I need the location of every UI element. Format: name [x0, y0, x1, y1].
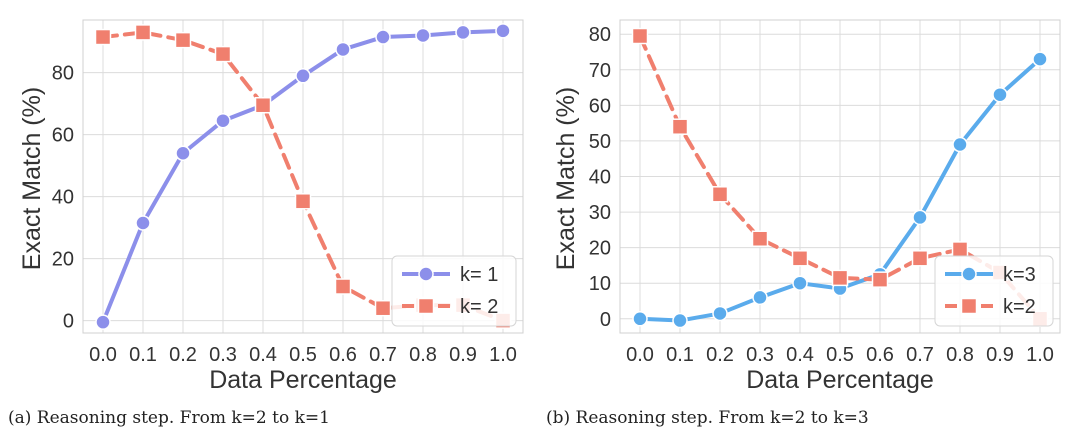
legend-label: k= 1: [460, 264, 498, 286]
x-tick-label: 0.0: [89, 344, 117, 366]
chart-b: 0.0 0.1 0.2 0.3 0.4 0.5 0.6 0.7 0.8 0.9 1.0 0 10 20 30…: [552, 19, 1061, 394]
data-point: [174, 31, 192, 49]
data-point: [214, 45, 232, 63]
caption-a: (a) Reasoning step. From k=2 to k=1: [8, 408, 330, 428]
y-tick-label: 80: [589, 24, 611, 46]
data-point: [415, 27, 431, 44]
data-point: [791, 250, 809, 267]
plot-frame: [82, 19, 524, 334]
legend: k= 1 k= 2: [391, 255, 517, 327]
data-point: [671, 118, 689, 135]
y-tick-label: 40: [52, 187, 74, 209]
legend-label: k=2: [1003, 296, 1036, 318]
data-point: [374, 299, 392, 317]
data-point: [334, 278, 352, 295]
data-point: [831, 269, 849, 287]
x-tick-label: 1.0: [489, 344, 517, 366]
y-tick-label: 0: [63, 311, 74, 333]
y-tick-label: 10: [589, 273, 611, 295]
data-point: [871, 271, 889, 288]
data-point: [375, 29, 391, 45]
x-tick-label: 0.7: [369, 344, 397, 366]
data-point: [254, 96, 272, 114]
y-tick-label: 20: [52, 249, 74, 271]
plot-frame: [619, 19, 1061, 334]
x-tick-label: 0.9: [986, 344, 1014, 366]
chart-a: 0.0 0.1 0.2 0.3 0.4 0.5 0.6 0.7 0.8 0.9 1.0 0 20 40 60…: [18, 19, 524, 394]
data-point: [992, 86, 1008, 103]
data-point: [911, 250, 929, 267]
x-tick-label: 0.0: [626, 344, 654, 366]
data-point: [455, 24, 471, 41]
legend-marker: [417, 297, 435, 315]
x-tick-label: 0.9: [449, 344, 477, 366]
legend-marker: [418, 266, 434, 282]
legend: k=3k=2: [934, 255, 1054, 327]
data-point: [912, 209, 928, 226]
x-axis-label: Data Percentage: [209, 366, 397, 394]
y-tick-label: 80: [52, 63, 74, 85]
x-tick-label: 0.2: [169, 344, 197, 366]
data-point: [711, 186, 729, 203]
x-tick-label: 0.7: [906, 344, 934, 366]
caption-b: (b) Reasoning step. From k=2 to k=3: [546, 408, 869, 428]
x-tick-label: 0.4: [249, 344, 277, 366]
x-tick-label: 0.8: [409, 344, 437, 366]
legend-marker: [960, 297, 978, 315]
legend-label: k=3: [1003, 264, 1036, 286]
data-point: [672, 312, 688, 329]
y-axis-label: Exact Match (%): [18, 87, 46, 270]
data-point: [951, 241, 969, 258]
x-tick-label: 0.1: [129, 344, 157, 366]
data-point: [295, 68, 311, 84]
y-tick-label: 30: [589, 202, 611, 224]
y-tick-label: 70: [589, 60, 611, 82]
data-point: [631, 27, 649, 45]
data-point: [632, 311, 648, 327]
x-tick-label: 0.1: [666, 344, 694, 366]
data-point: [175, 145, 191, 162]
series-k-3: [632, 51, 1048, 329]
x-tick-label: 0.6: [329, 344, 357, 366]
y-tick-label: 0: [600, 309, 611, 331]
x-tick-label: 0.5: [289, 344, 317, 366]
data-point: [1032, 51, 1048, 67]
data-point: [95, 314, 111, 330]
x-tick-label: 0.2: [706, 344, 734, 366]
legend-marker: [961, 266, 977, 282]
data-point: [751, 230, 769, 247]
data-point: [335, 41, 351, 58]
x-tick-label: 0.5: [826, 344, 854, 366]
data-point: [712, 305, 728, 322]
y-tick-label: 20: [589, 238, 611, 260]
data-point: [135, 215, 151, 231]
y-tick-label: 50: [589, 131, 611, 153]
x-tick-label: 1.0: [1026, 344, 1054, 366]
x-tick-label: 0.6: [866, 344, 894, 366]
y-axis-label: Exact Match (%): [552, 87, 580, 270]
y-tick-label: 40: [589, 167, 611, 189]
data-point: [952, 136, 968, 153]
data-point: [752, 289, 768, 306]
data-point: [134, 24, 152, 41]
x-tick-label: 0.8: [946, 344, 974, 366]
x-axis-label: Data Percentage: [746, 366, 934, 394]
y-tick-label: 60: [52, 125, 74, 147]
data-point: [94, 28, 112, 46]
x-tick-label: 0.3: [209, 344, 237, 366]
x-tick-label: 0.4: [786, 344, 814, 366]
y-tick-label: 60: [589, 95, 611, 117]
data-point: [294, 193, 312, 210]
data-point: [495, 23, 511, 39]
data-point: [792, 275, 808, 291]
data-point: [215, 112, 231, 129]
x-tick-label: 0.3: [746, 344, 774, 366]
legend-label: k= 2: [460, 296, 498, 318]
